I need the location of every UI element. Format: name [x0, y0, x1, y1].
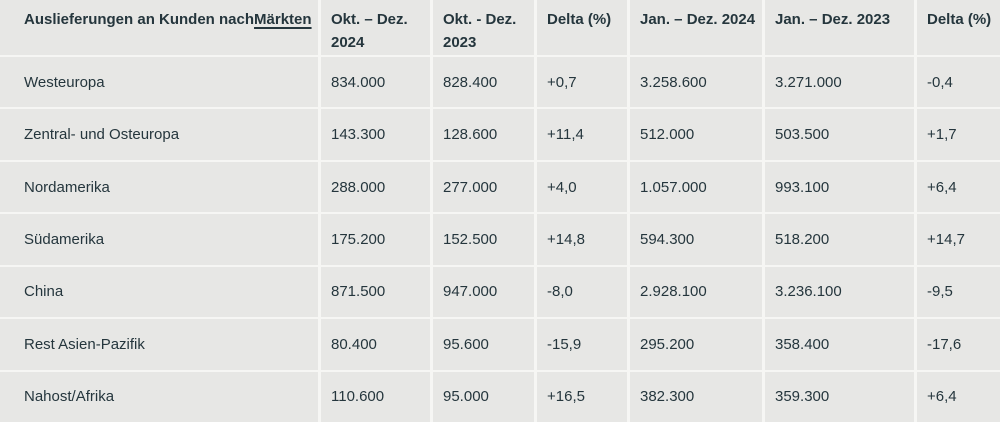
delta-cell: +4,0	[537, 161, 627, 213]
delta-cell: -9,5	[917, 266, 1000, 318]
market-cell: Nordamerika	[0, 161, 318, 213]
value-cell: 95.600	[433, 319, 534, 370]
value-cell: 871.500	[321, 266, 430, 318]
value-cell: 518.200	[765, 214, 914, 265]
value-cell: 152.500	[433, 214, 534, 265]
market-cell: Südamerika	[0, 214, 318, 265]
delta-cell: +0,7	[537, 57, 627, 108]
column-header-q4-2024: Okt. – Dez. 2024	[321, 0, 430, 55]
value-cell: 277.000	[433, 161, 534, 213]
value-cell: 295.200	[630, 319, 762, 370]
table-title: Auslieferungen an Kunden nach Märkten	[0, 0, 318, 55]
value-cell: 3.271.000	[765, 57, 914, 108]
column-header-delta-q4: Delta (%)	[537, 0, 627, 55]
value-cell: 110.600	[321, 371, 430, 422]
market-cell: Rest Asien-Pazifik	[0, 319, 318, 370]
table-title-text: Auslieferungen an Kunden nach	[24, 11, 255, 28]
value-cell: 828.400	[433, 57, 534, 108]
value-cell: 288.000	[321, 161, 430, 213]
value-cell: 358.400	[765, 319, 914, 370]
column-header-fy-2024: Jan. – Dez. 2024	[630, 0, 762, 55]
delta-cell: +16,5	[537, 371, 627, 422]
value-cell: 80.400	[321, 319, 430, 370]
value-cell: 594.300	[630, 214, 762, 265]
value-cell: 175.200	[321, 214, 430, 265]
delta-cell: +6,4	[917, 161, 1000, 213]
delta-cell: +1,7	[917, 109, 1000, 160]
column-header-q4-2023: Okt. - Dez. 2023	[433, 0, 534, 55]
value-cell: 993.100	[765, 161, 914, 213]
value-cell: 503.500	[765, 109, 914, 160]
value-cell: 143.300	[321, 109, 430, 160]
market-cell: Westeuropa	[0, 57, 318, 108]
delta-cell: -15,9	[537, 319, 627, 370]
delta-cell: +6,4	[917, 371, 1000, 422]
value-cell: 1.057.000	[630, 161, 762, 213]
value-cell: 2.928.100	[630, 266, 762, 318]
delta-cell: +14,7	[917, 214, 1000, 265]
value-cell: 3.258.600	[630, 57, 762, 108]
column-header-fy-2023: Jan. – Dez. 2023	[765, 0, 914, 55]
delta-cell: -0,4	[917, 57, 1000, 108]
value-cell: 128.600	[433, 109, 534, 160]
value-cell: 359.300	[765, 371, 914, 422]
maerkten-glossary-link[interactable]: Märkten	[254, 11, 312, 28]
market-cell: China	[0, 266, 318, 318]
value-cell: 834.000	[321, 57, 430, 108]
delta-cell: +11,4	[537, 109, 627, 160]
value-cell: 382.300	[630, 371, 762, 422]
value-cell: 3.236.100	[765, 266, 914, 318]
delta-cell: +14,8	[537, 214, 627, 265]
market-cell: Nahost/Afrika	[0, 371, 318, 422]
delta-cell: -17,6	[917, 319, 1000, 370]
value-cell: 947.000	[433, 266, 534, 318]
column-header-delta-fy: Delta (%)	[917, 0, 1000, 55]
delta-cell: -8,0	[537, 266, 627, 318]
value-cell: 512.000	[630, 109, 762, 160]
value-cell: 95.000	[433, 371, 534, 422]
market-cell: Zentral- und Osteuropa	[0, 109, 318, 160]
